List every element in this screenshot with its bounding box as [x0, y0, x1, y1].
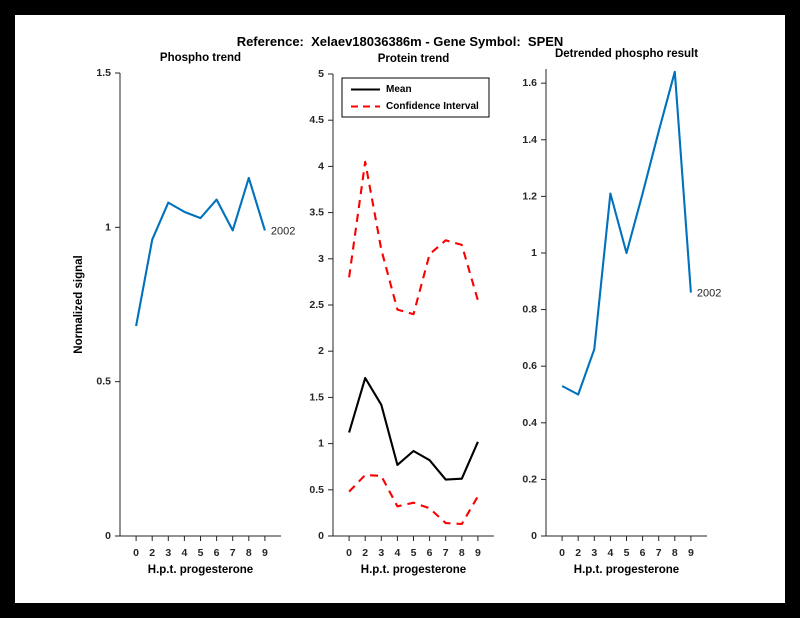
y-tick-label: 0: [318, 530, 324, 542]
x-tick-label: 2: [575, 547, 581, 559]
y-tick-label: 1: [531, 247, 537, 259]
y-tick-label: 0.8: [522, 304, 537, 316]
series-line-confidence-interval-upper: [348, 160, 479, 316]
x-tick-label: 4: [607, 547, 613, 559]
plot-title: Phospho trend: [160, 52, 241, 64]
x-tick-label: 3: [165, 547, 171, 559]
y-tick-label: 4.5: [309, 114, 324, 126]
y-tick-label: 0: [531, 530, 537, 542]
y-tick-label: 0.6: [522, 360, 537, 372]
y-tick-label: 0.5: [96, 376, 111, 388]
y-tick-label: 4: [318, 160, 324, 172]
series-end-label: 2002: [697, 288, 721, 300]
series-line-detrended-phospho: [561, 70, 692, 396]
y-tick-label: 1.2: [522, 190, 537, 202]
legend: Mean Confidence Interval: [341, 77, 490, 118]
x-tick-label: 2: [149, 547, 155, 559]
x-tick-label: 8: [246, 547, 252, 559]
y-tick-label: 1: [318, 438, 324, 450]
y-tick-label: 1.4: [522, 134, 537, 146]
x-tick-label: 8: [459, 547, 465, 559]
x-tick-label: 7: [230, 547, 236, 559]
x-tick-label: 5: [411, 547, 417, 559]
figure-title: Reference: Xelaev18036386m - Gene Symbol…: [236, 34, 564, 49]
y-tick-label: 0.5: [309, 484, 324, 496]
plot-title: Protein trend: [378, 53, 450, 65]
x-tick-label: 0: [559, 547, 565, 559]
y-tick-label: 0: [105, 530, 111, 542]
y-tick-label: 1: [105, 221, 111, 233]
legend-entry-label: Mean: [386, 84, 412, 95]
y-tick-label: 1.6: [522, 77, 537, 89]
y-tick-label: 1.5: [309, 391, 324, 403]
x-tick-label: 6: [427, 547, 433, 559]
x-tick-label: 0: [346, 547, 352, 559]
y-tick-label: 5: [318, 68, 324, 80]
series-line-mean: [348, 376, 479, 481]
x-tick-label: 7: [656, 547, 662, 559]
x-tick-label: 9: [475, 547, 481, 559]
x-axis-label: H.p.t. progesterone: [574, 564, 679, 576]
y-tick-label: 0.2: [522, 473, 537, 485]
x-tick-label: 7: [443, 547, 449, 559]
x-tick-label: 5: [624, 547, 630, 559]
x-tick-label: 6: [214, 547, 220, 559]
x-tick-label: 0: [133, 547, 139, 559]
legend-entry-label: Confidence Interval: [386, 101, 479, 112]
x-axis-label: H.p.t. progesterone: [361, 564, 466, 576]
y-axis-label: Normalized signal: [73, 255, 85, 353]
x-axis-label: H.p.t. progesterone: [148, 564, 253, 576]
y-tick-label: 1.5: [96, 67, 111, 79]
x-tick-label: 9: [262, 547, 268, 559]
y-tick-label: 0.4: [522, 417, 537, 429]
y-tick-label: 3.5: [309, 207, 324, 219]
x-tick-label: 3: [378, 547, 384, 559]
x-tick-label: 6: [640, 547, 646, 559]
x-tick-label: 2: [362, 547, 368, 559]
x-tick-label: 5: [198, 547, 204, 559]
series-end-label: 2002: [271, 225, 295, 237]
y-tick-label: 3: [318, 253, 324, 265]
x-tick-label: 8: [672, 547, 678, 559]
plot-title: Detrended phospho result: [555, 48, 698, 60]
y-tick-label: 2: [318, 345, 324, 357]
x-tick-label: 3: [591, 547, 597, 559]
x-tick-label: 9: [688, 547, 694, 559]
series-line-confidence-interval-lower: [348, 473, 479, 526]
x-tick-label: 4: [394, 547, 400, 559]
x-tick-label: 4: [181, 547, 187, 559]
y-tick-label: 2.5: [309, 299, 324, 311]
series-line-phospho-signal: [135, 176, 266, 327]
chart-detrended-phospho-result: 00.20.40.60.811.21.41.60 2 3 4 5 6 7 8 9Detrende…: [522, 48, 721, 576]
legend-box: [341, 77, 490, 118]
